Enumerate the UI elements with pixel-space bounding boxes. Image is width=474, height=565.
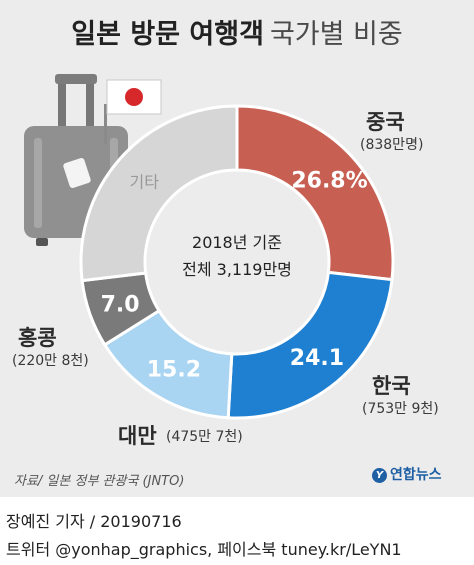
category-taiwan: 대만	[118, 424, 157, 448]
yonhap-logo: Y 연합뉴스	[372, 464, 442, 484]
category-taiwan-count: (475만 7천)	[166, 429, 243, 445]
category-korea: 한국	[372, 374, 411, 398]
yonhap-logo-icon: Y	[372, 467, 387, 483]
slice-korea	[226, 270, 394, 420]
yonhap-logo-text: 연합뉴스	[390, 467, 442, 483]
category-korea-count: (753만 9천)	[362, 401, 439, 417]
category-hongkong-count: (220만 8천)	[12, 353, 89, 369]
slice-label-hongkong: 7.0	[101, 292, 140, 317]
slice-label-other: 기타	[130, 173, 160, 192]
slice-label-korea: 24.1	[290, 346, 344, 371]
slice-other	[79, 104, 239, 283]
category-china: 중국	[366, 110, 405, 134]
slice-china	[235, 104, 395, 282]
byline: 장예진 기자 / 20190716	[6, 512, 182, 531]
japan-flag-icon	[104, 79, 162, 144]
category-china-count: (838만명)	[360, 137, 424, 153]
source-note: 자료/ 일본 정부 관광국 (JNTO)	[14, 474, 185, 489]
slice-label-china: 26.8%	[291, 168, 367, 193]
chart-title: 일본 방문 여행객 국가별 비중	[0, 18, 474, 52]
title-sub: 국가별 비중	[269, 19, 403, 50]
category-hongkong: 홍콩	[18, 326, 57, 350]
donut-chart: 26.8% 24.1 15.2 7.0 기타 2018년 기준 전체 3,119만명	[24, 74, 395, 420]
center-label-total: 전체 3,119만명	[182, 260, 292, 279]
center-label-year: 2018년 기준	[192, 233, 282, 252]
title-main: 일본 방문 여행객	[71, 19, 264, 50]
slice-label-taiwan: 15.2	[147, 358, 201, 383]
social-links: 트위터 @yonhap_graphics, 페이스북 tuney.kr/LeYN…	[6, 540, 402, 559]
